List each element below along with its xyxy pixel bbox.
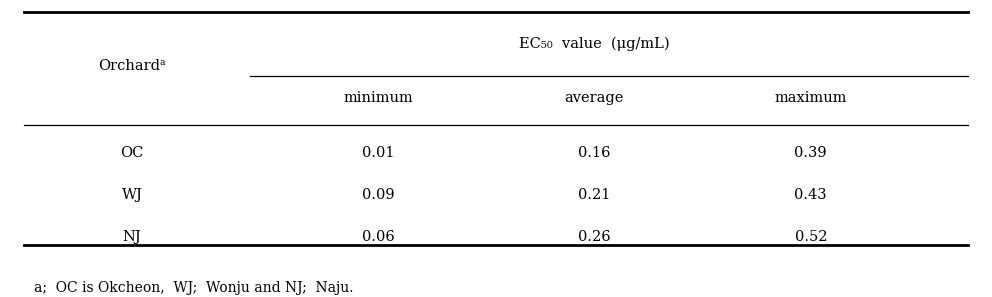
Text: 0.26: 0.26 (578, 230, 611, 244)
Text: 0.52: 0.52 (795, 230, 827, 244)
Text: average: average (564, 91, 624, 105)
Text: 0.21: 0.21 (578, 188, 610, 202)
Text: 0.16: 0.16 (578, 146, 611, 160)
Text: NJ: NJ (123, 230, 142, 244)
Text: 0.09: 0.09 (362, 188, 394, 202)
Text: Orchardᵃ: Orchardᵃ (98, 59, 166, 73)
Text: 0.43: 0.43 (795, 188, 827, 202)
Text: 0.06: 0.06 (362, 230, 395, 244)
Text: 0.01: 0.01 (362, 146, 394, 160)
Text: WJ: WJ (122, 188, 143, 202)
Text: 0.39: 0.39 (795, 146, 827, 160)
Text: EC₅₀  value  (μg/mL): EC₅₀ value (μg/mL) (519, 37, 670, 51)
Text: maximum: maximum (775, 91, 847, 105)
Text: minimum: minimum (343, 91, 413, 105)
Text: a;  OC is Okcheon,  WJ;  Wonju and NJ;  Naju.: a; OC is Okcheon, WJ; Wonju and NJ; Naju… (34, 281, 353, 295)
Text: OC: OC (120, 146, 144, 160)
